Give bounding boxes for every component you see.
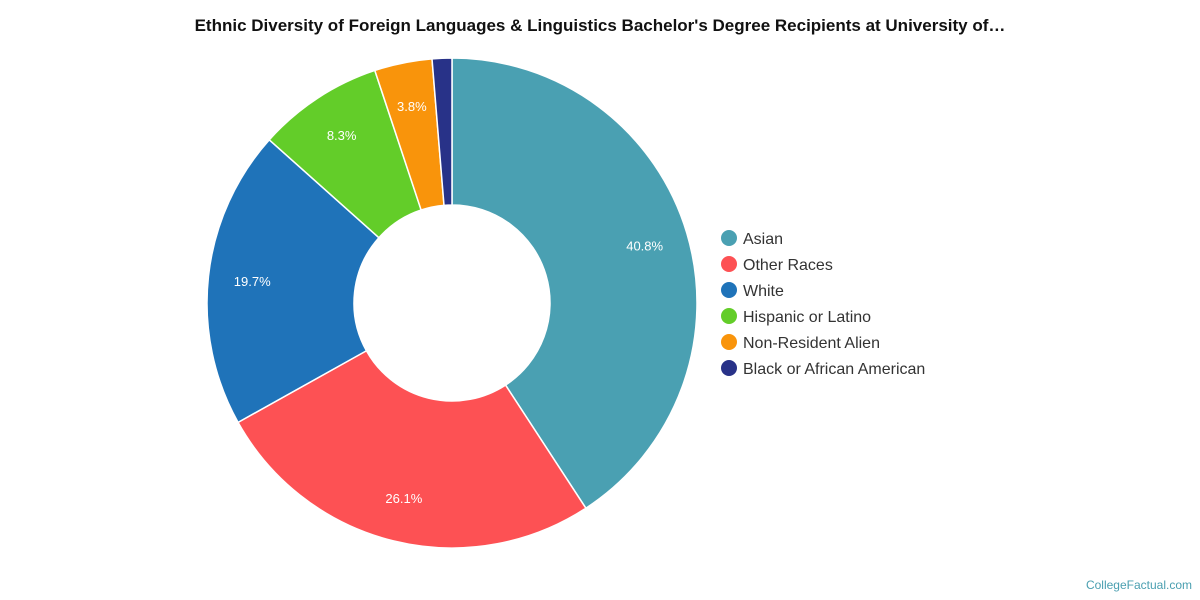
legend-marker: [721, 230, 737, 246]
legend-marker: [721, 334, 737, 350]
legend-item-white[interactable]: White: [721, 282, 784, 300]
legend-marker: [721, 282, 737, 298]
slices-group: [206, 57, 698, 549]
legend-item-asian[interactable]: Asian: [721, 230, 783, 248]
data-label-non-resident-alien: 3.8%: [397, 99, 427, 114]
slice-other-races[interactable]: [237, 349, 587, 549]
data-labels-group: 40.8% 26.1% 19.7% 8.3% 3.8%: [234, 99, 664, 506]
legend-item-non-resident-alien[interactable]: Non-Resident Alien: [721, 334, 880, 352]
legend-label: Black or African American: [743, 361, 925, 378]
legend-marker: [721, 256, 737, 272]
watermark[interactable]: CollegeFactual.com: [1085, 578, 1192, 592]
legend: Asian Other Races White Hispanic or Latino N…: [721, 230, 925, 378]
chart-title: Ethnic Diversity of Foreign Languages & …: [194, 16, 1006, 35]
legend-label: Hispanic or Latino: [743, 309, 871, 326]
legend-item-black-or-african-american[interactable]: Black or African American: [721, 360, 925, 378]
data-label-white: 19.7%: [234, 274, 271, 289]
data-label-hispanic-or-latino: 8.3%: [327, 128, 357, 143]
slice-black-or-african-american[interactable]: [431, 57, 453, 207]
data-label-asian: 40.8%: [626, 239, 663, 254]
legend-marker: [721, 308, 737, 324]
legend-item-hispanic-or-latino[interactable]: Hispanic or Latino: [721, 308, 871, 326]
legend-label: Non-Resident Alien: [743, 335, 880, 352]
legend-item-other-races[interactable]: Other Races: [721, 256, 833, 274]
legend-marker: [721, 360, 737, 376]
slice-white[interactable]: [206, 138, 380, 424]
data-label-other-races: 26.1%: [385, 491, 422, 506]
legend-label: Other Races: [743, 257, 833, 274]
legend-label: White: [743, 283, 784, 300]
legend-label: Asian: [743, 231, 783, 248]
